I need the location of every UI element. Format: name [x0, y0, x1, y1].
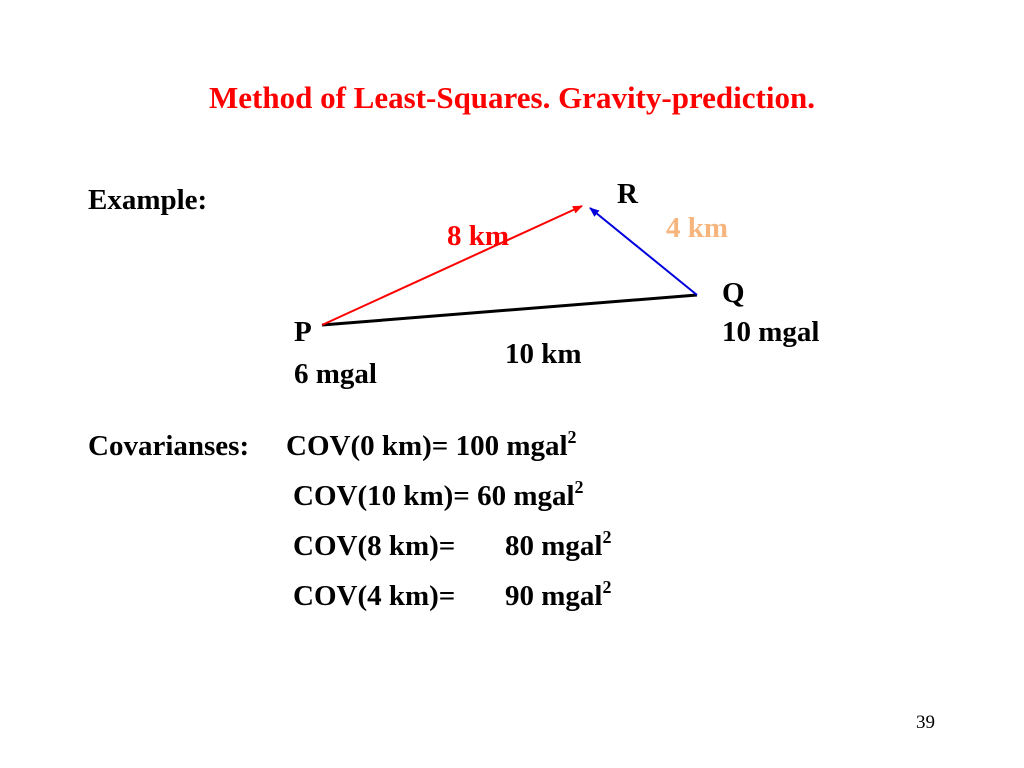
covariance-expr: COV(4 km)= [293, 580, 456, 612]
point-r-label: R [617, 178, 638, 210]
example-label: Example: [88, 184, 208, 216]
covariance-value: 90 [505, 580, 534, 612]
covariance-row: COV(0 km)= 100 mgal2 [286, 427, 577, 463]
covariance-heading: Covarianses: [88, 430, 250, 462]
point-q-value: 10 mgal [722, 316, 820, 348]
covariance-unit: mgal [541, 530, 603, 562]
covariance-value: 60 [477, 480, 507, 512]
page-number: 39 [916, 712, 935, 733]
covariance-expr: COV(10 km)= [293, 480, 470, 512]
covariance-unit: mgal [513, 480, 575, 512]
covariance-expr: COV(0 km)= [286, 430, 449, 462]
covariance-unit-exponent: 2 [602, 527, 612, 548]
edge-p-r-arrow [321, 205, 583, 326]
covariance-expr: COV(8 km)= [293, 530, 456, 562]
point-p-value: 6 mgal [294, 358, 377, 390]
point-p-label: P [294, 316, 312, 348]
covariance-row: COV(8 km)= 80 mgal2 [293, 527, 612, 563]
covariance-value: 100 [455, 430, 500, 462]
covariance-unit-exponent: 2 [567, 427, 577, 448]
edge-q-r-arrow [589, 207, 698, 296]
covariance-row: COV(4 km)= 90 mgal2 [293, 577, 612, 613]
edge-p-q [321, 293, 698, 327]
covariance-unit-exponent: 2 [602, 577, 612, 598]
covariance-value: 80 [505, 530, 534, 562]
covariance-unit: mgal [541, 580, 603, 612]
covariance-unit-exponent: 2 [574, 477, 584, 498]
distance-qr-label: 4 km [666, 212, 729, 244]
point-q-label: Q [722, 277, 745, 309]
distance-pq-label: 10 km [505, 338, 582, 370]
slide-title: Method of Least-Squares. Gravity-predict… [209, 80, 815, 115]
covariance-unit: mgal [506, 430, 568, 462]
distance-pr-label: 8 km [447, 220, 510, 252]
covariance-row: COV(10 km)= 60 mgal2 [293, 477, 584, 513]
